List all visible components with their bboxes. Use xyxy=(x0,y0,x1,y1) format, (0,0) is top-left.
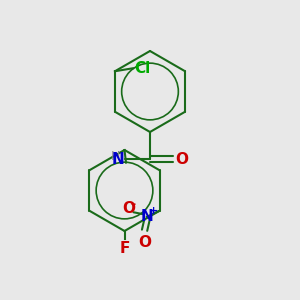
Text: -: - xyxy=(130,198,135,211)
Text: N: N xyxy=(112,152,124,166)
Text: O: O xyxy=(122,201,136,216)
Text: O: O xyxy=(175,152,188,166)
Text: O: O xyxy=(138,235,151,250)
Text: Cl: Cl xyxy=(134,61,151,76)
Text: N: N xyxy=(141,209,153,224)
Text: +: + xyxy=(149,206,158,216)
Text: H: H xyxy=(111,149,121,163)
Text: F: F xyxy=(119,241,130,256)
